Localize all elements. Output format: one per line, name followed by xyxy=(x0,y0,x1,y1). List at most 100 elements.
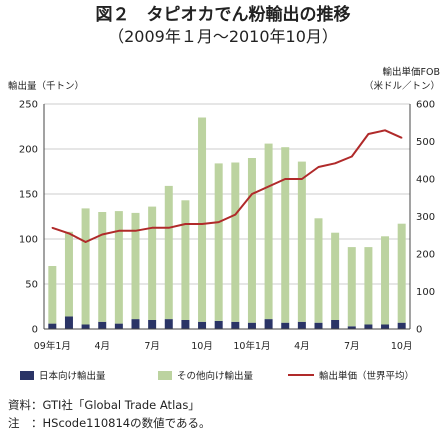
bar-other xyxy=(347,247,356,327)
bar-other xyxy=(164,185,173,320)
bar-japan xyxy=(98,321,107,329)
y-right-tick-label: 200 xyxy=(416,250,435,261)
bar-japan xyxy=(198,321,207,329)
y-right-tick-label: 400 xyxy=(416,175,435,186)
bar-japan xyxy=(247,322,256,329)
bar-japan xyxy=(231,321,240,329)
price-point xyxy=(51,226,54,229)
note-remark: 注 ：HScode110814の数値である。 xyxy=(8,414,210,432)
price-point xyxy=(167,226,170,229)
y-right-axis-label-1: 輸出単価FOB xyxy=(382,67,440,78)
price-point xyxy=(84,241,87,243)
legend-item-japan: 日本向け輸出量 xyxy=(20,368,106,382)
bar-japan xyxy=(381,324,390,329)
bar-other xyxy=(297,161,306,322)
legend-swatch-other xyxy=(158,370,172,380)
note-source-label: 資料 xyxy=(8,398,31,412)
bar-japan xyxy=(314,322,323,329)
bar-other xyxy=(64,231,73,317)
bar-other xyxy=(98,212,107,322)
price-point xyxy=(317,166,320,168)
price-point xyxy=(284,178,287,180)
legend-swatch-price xyxy=(288,374,314,376)
price-point xyxy=(350,155,353,158)
note-source-text: ：GTI社「Global Trade Atlas」 xyxy=(31,398,200,412)
x-tick-label: 10月 xyxy=(391,341,413,352)
legend-label-japan: 日本向け輸出量 xyxy=(39,371,106,382)
price-point xyxy=(101,233,104,236)
bar-other xyxy=(364,247,373,325)
note-source: 資料：GTI社「Global Trade Atlas」 xyxy=(8,396,210,414)
bar-japan xyxy=(331,320,340,329)
y-right-tick-label: 500 xyxy=(416,137,435,148)
y-left-tick-label: 100 xyxy=(19,235,38,246)
bar-other xyxy=(231,162,240,322)
price-point xyxy=(201,223,203,225)
bar-other xyxy=(247,158,256,323)
y-right-tick-label: 100 xyxy=(416,287,435,298)
legend: 日本向け輸出量 その他向け輸出量 輸出単価（世界平均） xyxy=(0,368,446,384)
price-point xyxy=(334,162,336,165)
x-tick-label: 10月 xyxy=(191,341,213,352)
price-point xyxy=(267,185,270,188)
legend-item-price: 輸出単価（世界平均） xyxy=(288,368,414,382)
bar-other xyxy=(381,236,390,325)
axes: 0 50 100 150 200 250 0 100 200 300 400 500 600 09年1月 4… xyxy=(19,100,435,353)
bar-japan xyxy=(148,320,157,329)
bar-japan xyxy=(281,322,290,329)
price-point xyxy=(301,178,303,180)
price-point xyxy=(151,226,153,229)
bar-other xyxy=(81,208,90,325)
bar-japan xyxy=(114,323,123,329)
y-right-tick-label: 300 xyxy=(416,212,435,223)
price-point xyxy=(68,232,70,235)
note-remark-text: ：HScode110814の数値である。 xyxy=(19,416,211,430)
price-point xyxy=(184,223,187,225)
x-tick-label: 4月 xyxy=(94,341,110,352)
y-left-tick-label: 250 xyxy=(19,100,38,111)
bar-japan xyxy=(48,323,57,329)
x-tick-label: 4月 xyxy=(294,341,310,352)
price-point xyxy=(400,136,403,139)
y-left-tick-label: 0 xyxy=(32,325,38,336)
price-point xyxy=(234,213,237,216)
bars xyxy=(48,117,406,329)
bar-japan xyxy=(297,321,306,329)
bar-japan xyxy=(131,319,140,329)
bar-other xyxy=(48,266,57,324)
price-point xyxy=(251,193,253,195)
x-tick-label: 09年1月 xyxy=(34,340,71,352)
legend-label-other: その他向け輸出量 xyxy=(177,371,254,382)
bar-japan xyxy=(347,326,356,329)
bar-other xyxy=(114,211,123,324)
y-left-axis-label: 輸出量（千トン） xyxy=(8,81,85,92)
price-point xyxy=(384,129,386,132)
legend-label-price: 輸出単価（世界平均） xyxy=(319,371,415,382)
bar-japan xyxy=(64,316,73,329)
bar-other xyxy=(281,147,290,323)
legend-item-other: その他向け輸出量 xyxy=(158,368,253,382)
price-point xyxy=(134,229,137,232)
bar-other xyxy=(314,218,323,323)
price-point xyxy=(217,221,220,223)
bar-other xyxy=(198,117,207,322)
chart-title-line2: （2009年１月～2010年10月） xyxy=(108,27,338,46)
legend-swatch-japan xyxy=(20,370,34,380)
bar-japan xyxy=(181,320,190,329)
price-point xyxy=(118,229,120,232)
bar-japan xyxy=(364,324,373,329)
bar-other xyxy=(131,212,140,320)
y-left-tick-label: 50 xyxy=(25,280,38,291)
bar-other xyxy=(181,200,190,320)
chart-title-line1: 図２ タピオカでん粉輸出の推移 xyxy=(95,5,351,25)
y-right-axis-label-2: （米ドル／トン） xyxy=(363,81,440,92)
x-tick-label: 7月 xyxy=(344,341,360,352)
price-line xyxy=(51,129,403,243)
price-line-path xyxy=(51,129,403,243)
y-left-tick-label: 150 xyxy=(19,190,38,201)
x-tick-label: 10年1月 xyxy=(233,340,270,352)
chart-title: 図２ タピオカでん粉輸出の推移 （2009年１月～2010年10月） xyxy=(0,4,446,48)
bar-other xyxy=(331,232,340,320)
